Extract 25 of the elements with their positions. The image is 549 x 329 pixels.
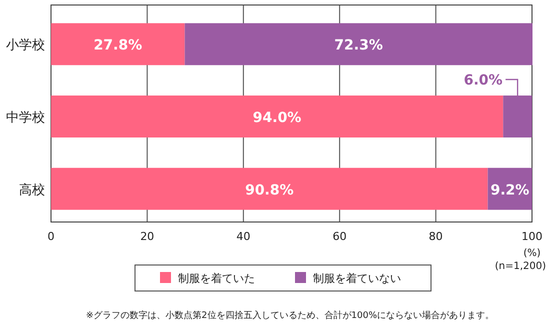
bar xyxy=(51,23,185,66)
data-label: 6.0% xyxy=(464,72,503,89)
data-label: 94.0% xyxy=(252,110,302,126)
text: ※グラフの数字は、小数点第2位を四捨五入しているため、合計が100%にならない場合があります。 xyxy=(86,310,494,321)
x-tick-label: 0 xyxy=(48,230,54,243)
text: (n=1,200) xyxy=(494,261,546,272)
data-label: 9.2% xyxy=(490,182,530,198)
data-label: 27.8% xyxy=(94,38,142,54)
x-tick-label: 100 xyxy=(522,230,542,243)
y-tick-label: 高校 xyxy=(19,182,45,198)
legend-label: 制服を着ていた xyxy=(178,272,255,285)
x-tick-label: 80 xyxy=(428,230,443,243)
bar xyxy=(184,23,532,66)
bar xyxy=(51,168,488,210)
data-label: 90.8% xyxy=(245,182,294,198)
x-tick-label: 20 xyxy=(140,230,154,243)
bar xyxy=(51,96,504,138)
bar xyxy=(488,168,532,210)
legend-label: 制服を着ていない xyxy=(313,272,401,285)
y-tick-label: 中学校 xyxy=(6,110,45,126)
x-axis-title: (%) xyxy=(523,248,541,259)
x-tick-label: 60 xyxy=(332,230,347,243)
x-tick-label: 40 xyxy=(236,230,250,243)
data-label: 72.3% xyxy=(334,38,383,54)
y-tick-label: 小学校 xyxy=(6,38,45,54)
